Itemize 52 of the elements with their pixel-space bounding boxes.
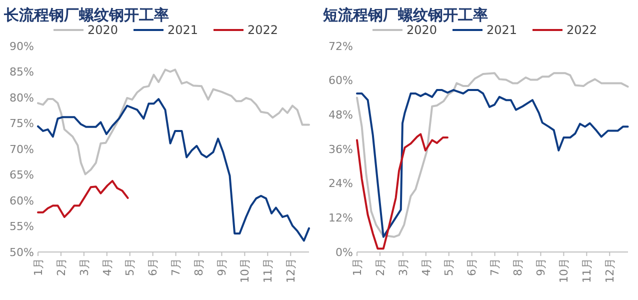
line-series	[37, 68, 310, 176]
x-tick-label: 10月	[238, 258, 252, 283]
x-tick-label: 11月	[262, 258, 275, 283]
x-tick-label: 2月	[374, 258, 387, 276]
y-tick-label: 12%	[328, 212, 353, 225]
x-tick-label: 8月	[512, 258, 525, 276]
legend-label: 2022	[248, 23, 278, 37]
x-tick-label: 3月	[396, 258, 410, 276]
y-tick-label: 65%	[10, 168, 34, 182]
x-tick-label: 7月	[170, 258, 183, 276]
line-series	[37, 180, 129, 218]
x-tick-label: 7月	[488, 258, 502, 276]
legend-label: 2020	[406, 23, 438, 37]
x-tick-label: 6月	[466, 258, 479, 276]
y-tick-label: 90%	[10, 40, 34, 53]
x-tick-label: 12月	[284, 258, 298, 283]
y-tick-label: 55%	[10, 220, 34, 234]
x-tick-label: 4月	[420, 258, 433, 276]
y-tick-label: 60%	[328, 74, 353, 88]
x-tick-label: 9月	[216, 258, 229, 276]
y-tick-label: 0%	[336, 246, 353, 259]
x-tick-label: 10月	[558, 258, 571, 283]
x-tick-label: 8月	[192, 258, 206, 276]
x-tick-label: 4月	[100, 258, 114, 276]
x-tick-label: 1月	[32, 258, 45, 276]
y-tick-label: 85%	[10, 66, 34, 79]
line-series	[356, 133, 448, 250]
x-tick-label: 1月	[350, 258, 364, 276]
x-tick-label: 2月	[54, 258, 68, 276]
y-tick-label: 24%	[328, 177, 353, 190]
x-tick-label: 12月	[603, 258, 616, 283]
legend-label: 2021	[486, 23, 518, 37]
chart-title: 长流程钢厂螺纹钢开工率	[3, 6, 169, 24]
x-tick-label: 6月	[146, 258, 160, 276]
legend-label: 2020	[88, 23, 118, 37]
x-tick-label: 3月	[78, 258, 91, 276]
x-tick-label: 9月	[534, 258, 548, 276]
line-series	[37, 98, 310, 242]
x-tick-label: 11月	[580, 258, 594, 283]
y-tick-label: 50%	[10, 246, 34, 259]
x-tick-label: 5月	[124, 258, 137, 276]
x-tick-label: 5月	[442, 258, 456, 276]
y-tick-label: 80%	[10, 91, 34, 104]
chart-title: 短流程钢厂螺纹钢开工率	[322, 6, 488, 24]
y-tick-label: 60%	[10, 194, 34, 208]
legend-label: 2021	[168, 23, 198, 37]
y-tick-label: 70%	[10, 142, 34, 156]
y-tick-label: 48%	[328, 108, 353, 122]
y-tick-label: 75%	[10, 117, 34, 130]
y-tick-label: 72%	[328, 40, 353, 53]
y-tick-label: 36%	[328, 142, 353, 156]
legend-label: 2022	[566, 23, 598, 37]
